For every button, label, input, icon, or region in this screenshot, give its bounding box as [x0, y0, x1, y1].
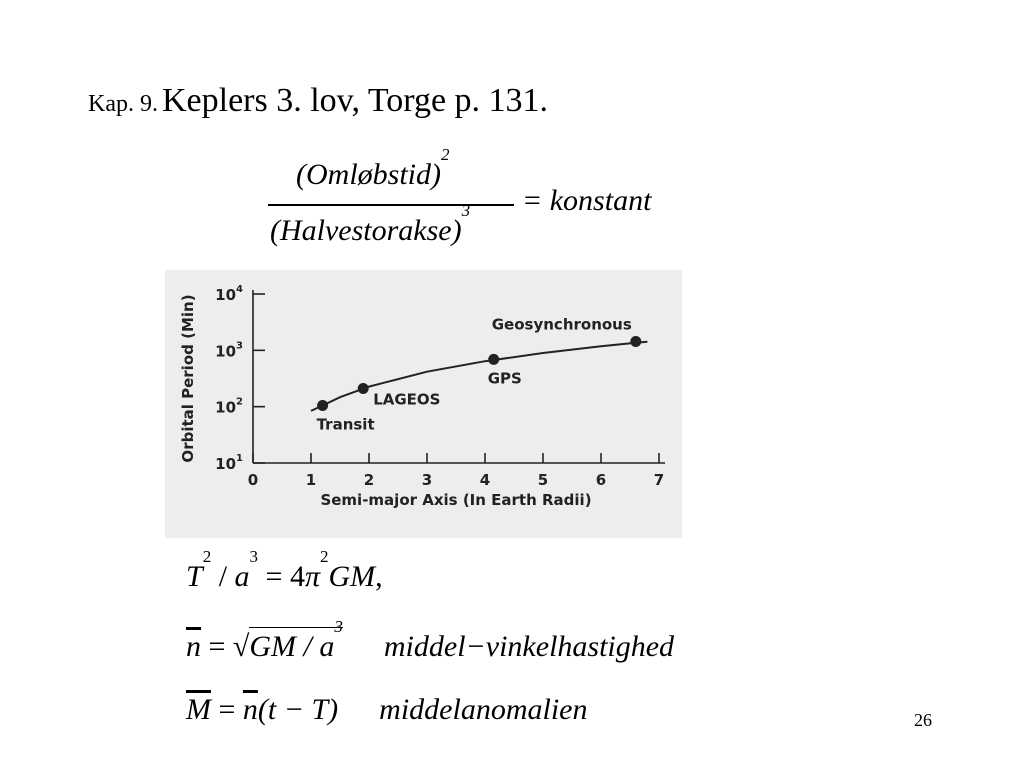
eq2-equals: =: [208, 630, 226, 663]
formula-denominator: (Halvestorakse)3: [270, 201, 470, 248]
eq1-a-exp: 3: [249, 547, 259, 566]
eq1-slash: /: [218, 560, 228, 593]
eq1-a: a: [234, 560, 250, 593]
y-tick-exponent: 1: [236, 453, 243, 464]
period-curve: [310, 340, 648, 412]
eq3-args: (t − T): [257, 693, 339, 726]
title-main: Keplers 3. lov, Torge p. 131.: [161, 82, 549, 119]
point-label-lageos: LAGEOS: [373, 391, 440, 409]
eq1-equals: =: [265, 560, 283, 593]
point-label-geosynchronous: Geosynchronous: [492, 315, 632, 333]
x-tick-label: 1: [306, 471, 316, 489]
x-tick-label: 2: [364, 471, 374, 489]
mean-motion-equation: n = √GM / a3 middel−vinkelhastighed: [186, 617, 675, 664]
y-tick-exponent: 3: [236, 340, 243, 351]
point-geosynchronous: [630, 335, 642, 347]
y-tick-label: 101: [215, 453, 243, 473]
eq2-description: middel−vinkelhastighed: [383, 630, 675, 663]
denominator-exponent: 3: [461, 201, 471, 220]
eq1-pi-exp: 2: [319, 547, 329, 566]
y-tick-label: 103: [215, 340, 243, 360]
eq3-n-bar: n: [242, 693, 258, 726]
eq3-M-bar: M: [186, 693, 211, 726]
sqrt-sign: √: [232, 630, 250, 663]
y-tick-base: 10: [215, 399, 236, 417]
y-tick-base: 10: [215, 455, 236, 473]
eq1-comma: ,: [375, 560, 383, 593]
x-tick-label: 6: [596, 471, 606, 489]
y-tick-exponent: 4: [236, 284, 243, 295]
y-axis-label: Orbital Period (Min): [179, 294, 197, 462]
x-tick-label: 0: [248, 471, 258, 489]
eq1-T: T: [186, 560, 203, 593]
y-tick-base: 10: [215, 342, 236, 360]
point-transit: [317, 399, 329, 411]
mean-anomaly-equation: M = n(t − T) middelanomalien: [186, 693, 587, 727]
y-tick-label: 102: [215, 397, 243, 417]
eq3-equals: =: [218, 693, 236, 726]
numerator-text: (Omløbstid): [296, 158, 441, 191]
eq1-pi: π: [304, 560, 320, 593]
eq1-four: 4: [289, 560, 305, 593]
point-label-gps: GPS: [488, 369, 522, 387]
eq3-description: middelanomalien: [379, 693, 588, 726]
y-tick-base: 10: [215, 286, 236, 304]
page-number: 26: [914, 710, 932, 730]
sqrt-body: GM / a3: [249, 617, 343, 663]
formula-rhs: = konstant: [522, 184, 652, 217]
eq2-body-exp: 3: [334, 617, 343, 636]
x-tick-label: 4: [480, 471, 490, 489]
numerator-exponent: 2: [441, 145, 450, 164]
eq1-T-exp: 2: [202, 547, 212, 566]
x-tick-label: 5: [538, 471, 548, 489]
point-label-transit: Transit: [317, 415, 375, 433]
point-lageos: [357, 383, 369, 395]
eq1-GM: GM: [328, 560, 376, 593]
y-tick-label: 104: [215, 284, 243, 304]
x-tick-label: 7: [654, 471, 664, 489]
formula-numerator: (Omløbstid)2: [296, 145, 450, 192]
y-tick-exponent: 2: [236, 397, 243, 408]
slide-title: Kap. 9. Keplers 3. lov, Torge p. 131.: [88, 82, 548, 120]
x-tick-label: 3: [422, 471, 432, 489]
x-axis-label: Semi-major Axis (In Earth Radii): [320, 491, 591, 509]
kepler-equation: T2 / a3 = 4π2GM,: [186, 547, 383, 594]
point-gps: [488, 353, 500, 365]
denominator-text: (Halvestorakse): [270, 214, 462, 247]
eq2-body: GM / a: [249, 630, 335, 663]
fraction-bar: [268, 204, 514, 206]
eq2-n-bar: n: [186, 630, 201, 663]
chapter-prefix: Kap. 9.: [88, 91, 158, 117]
orbital-period-chart: 101 102 103 104 0 1 2 3 4 5 6 7 Semi-major Axis (In …: [165, 270, 682, 538]
